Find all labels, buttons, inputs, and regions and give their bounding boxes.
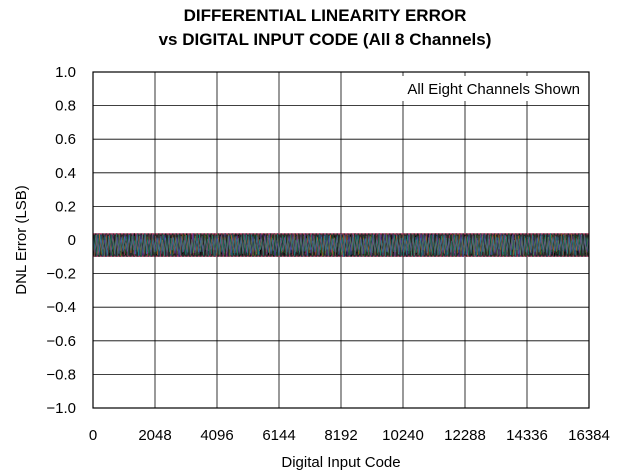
x-tick-label: 6144	[262, 427, 295, 444]
x-tick-label: 8192	[324, 427, 357, 444]
series-trace-7	[92, 233, 589, 257]
x-tick-label: 10240	[382, 427, 424, 444]
grid-lines	[92, 71, 590, 409]
annotation-all-channels: All Eight Channels Shown	[407, 81, 580, 98]
chart-title-line-1: DIFFERENTIAL LINEARITY ERROR	[184, 6, 467, 25]
x-tick-label: 0	[89, 427, 97, 444]
y-tick-label: −0.8	[46, 366, 76, 383]
plot-frame	[92, 71, 590, 409]
x-tick-label: 16384	[568, 427, 610, 444]
x-tick-label: 4096	[200, 427, 233, 444]
x-tick-label: 12288	[444, 427, 486, 444]
x-tick-labels: 0 2048 4096 6144 8192 10240 12288 14336 16384	[89, 427, 610, 444]
annotation-box	[362, 76, 587, 101]
y-tick-labels: 1.0 0.8 0.6 0.4 0.2 0 −0.2 −0.4 −0.6 −0.8 −1.0	[46, 64, 76, 417]
y-tick-label: 0	[68, 232, 76, 249]
y-tick-label: 1.0	[55, 64, 76, 81]
y-tick-label: −0.4	[46, 299, 76, 316]
x-axis-label: Digital Input Code	[281, 454, 400, 471]
y-tick-label: −1.0	[46, 400, 76, 417]
x-tick-label: 14336	[506, 427, 548, 444]
y-tick-label: 0.6	[55, 131, 76, 148]
y-tick-label: 0.4	[55, 165, 76, 182]
dnl-data-band	[92, 233, 590, 257]
x-tick-label: 2048	[138, 427, 171, 444]
y-tick-label: −0.2	[46, 266, 76, 283]
y-tick-label: 0.8	[55, 98, 76, 115]
y-tick-label: −0.6	[46, 333, 76, 350]
chart-title-line-2: vs DIGITAL INPUT CODE (All 8 Channels)	[159, 30, 492, 49]
y-axis-label: DNL Error (LSB)	[13, 185, 30, 294]
y-tick-label: 0.2	[55, 198, 76, 215]
